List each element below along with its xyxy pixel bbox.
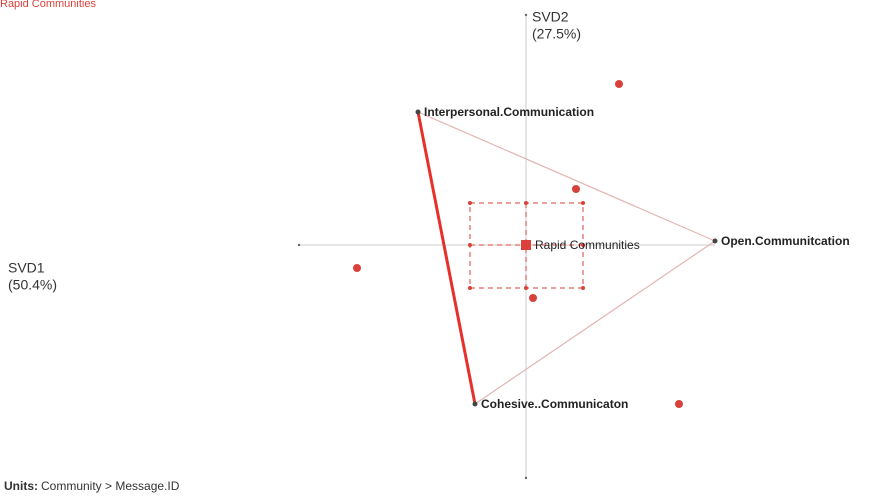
axis-share: (27.5%): [532, 26, 581, 42]
axis-name: SVD2: [532, 9, 569, 25]
edge: [474, 240, 716, 405]
vertex: [712, 238, 718, 244]
vertex: [415, 109, 421, 115]
range-points: [468, 201, 585, 290]
node-label: Cohesive..Communicaton: [481, 397, 628, 411]
footer-label: Units:: [4, 479, 38, 493]
axis-end: [524, 476, 528, 480]
axis-name: SVD1: [8, 260, 45, 276]
page-title: Rapid Communities: [0, 0, 96, 10]
vertex: [472, 401, 478, 407]
axis-share: (50.4%): [8, 277, 57, 293]
observations: [353, 80, 683, 408]
node-label: Interpersonal.Communication: [424, 105, 594, 119]
edge: [417, 111, 716, 242]
node-label: Rapid Communities: [535, 238, 640, 252]
axis-end: [297, 243, 301, 247]
axis-end: [524, 13, 528, 17]
footer-text: Community > Message.ID: [41, 479, 180, 493]
node-label: Open.Communitcation: [721, 234, 850, 248]
highlight-edge: [416, 111, 477, 405]
center-marker: [521, 240, 531, 250]
